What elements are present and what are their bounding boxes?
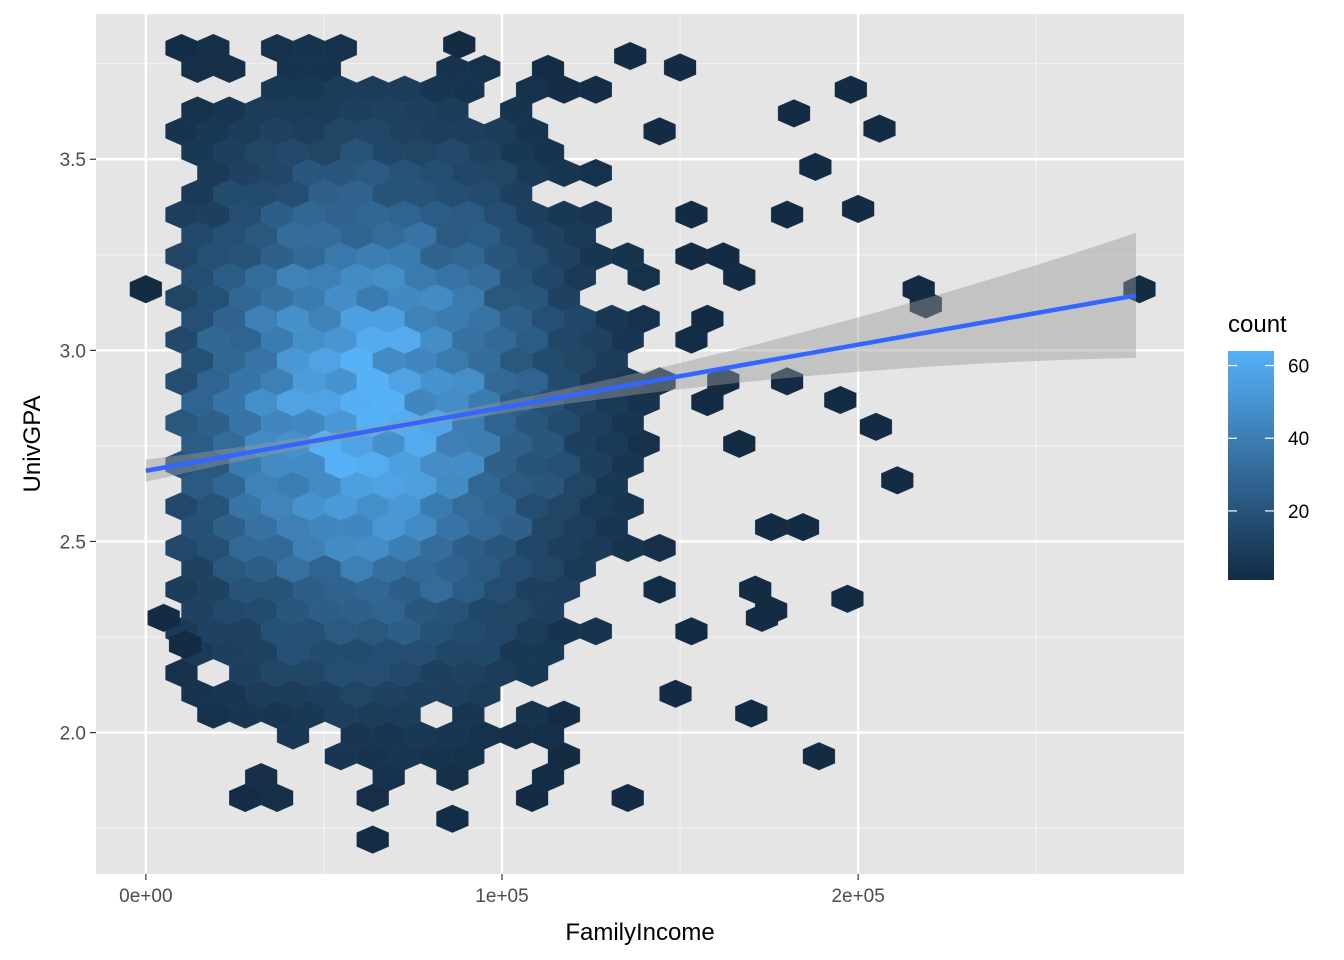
hexbin <box>824 385 857 415</box>
x-tick-label: 1e+05 <box>475 886 528 907</box>
y-tick-label: 2.5 <box>60 532 86 553</box>
hexbin <box>834 75 867 104</box>
hexbin <box>579 617 612 646</box>
y-tick-label: 3.0 <box>60 341 86 362</box>
legend-label: 20 <box>1288 502 1309 523</box>
hexbin <box>547 700 581 729</box>
hexbin <box>245 763 278 792</box>
hexbin <box>842 194 875 223</box>
legend: count 20 40 60 <box>1228 311 1309 580</box>
hexbin <box>579 158 612 188</box>
hexbin <box>611 783 644 812</box>
hexbin <box>614 41 647 71</box>
hexbin <box>831 584 864 613</box>
hexbin <box>443 30 476 59</box>
hexbin <box>611 242 644 271</box>
hexbin <box>777 99 811 128</box>
hexbin <box>723 429 756 458</box>
hexbin <box>707 242 740 271</box>
hexbin <box>197 33 230 63</box>
hexbin <box>799 152 832 181</box>
hexbin <box>802 742 836 771</box>
hexbin <box>129 275 162 304</box>
x-tick-label: 0e+00 <box>119 886 172 907</box>
hexbin <box>675 200 708 229</box>
hexbin-layer <box>129 30 1156 854</box>
hexbin <box>675 617 708 646</box>
legend-label: 60 <box>1288 357 1309 378</box>
hexbin <box>468 54 501 83</box>
hexbin <box>659 679 692 708</box>
hexbin <box>643 575 676 604</box>
legend-title: count <box>1228 311 1287 338</box>
x-axis-title: FamilyIncome <box>565 919 714 946</box>
y-tick-label: 2.0 <box>60 724 86 745</box>
hexbin <box>168 630 202 659</box>
hexbin <box>579 75 612 104</box>
hexbin <box>627 304 660 333</box>
hexbin <box>663 53 697 82</box>
hexbin <box>356 825 389 854</box>
hexbin <box>643 533 676 563</box>
legend-colorbar <box>1228 351 1274 580</box>
hexbin <box>771 200 804 229</box>
axes-layer: 0e+00 1e+05 2e+05 2.0 2.5 3.0 3.5 <box>60 150 885 907</box>
hexbin <box>739 575 772 604</box>
hexbin <box>579 200 612 229</box>
legend-ticks: 20 40 60 <box>1228 357 1309 523</box>
hexbin <box>531 54 565 83</box>
hexbin <box>691 304 724 333</box>
hexbin <box>771 367 804 396</box>
hexbin <box>643 117 676 146</box>
hexbin <box>745 603 779 632</box>
hexbin <box>863 114 896 143</box>
hexbin <box>707 367 740 396</box>
smooth-line <box>145 293 1137 473</box>
hexbin <box>909 290 942 319</box>
hexbin <box>436 804 469 833</box>
smooth-layer <box>145 232 1137 482</box>
hexbin <box>735 699 768 728</box>
legend-label: 40 <box>1288 429 1309 450</box>
x-tick-label: 2e+05 <box>831 886 884 907</box>
hexbin <box>147 603 180 632</box>
y-axis-title: UnivGPA <box>19 396 46 493</box>
hexbin <box>859 412 893 441</box>
y-tick-label: 3.5 <box>60 150 86 171</box>
confidence-band <box>145 232 1136 482</box>
hexbin <box>786 513 820 542</box>
hexbin <box>324 33 357 63</box>
hexbin <box>881 466 914 495</box>
